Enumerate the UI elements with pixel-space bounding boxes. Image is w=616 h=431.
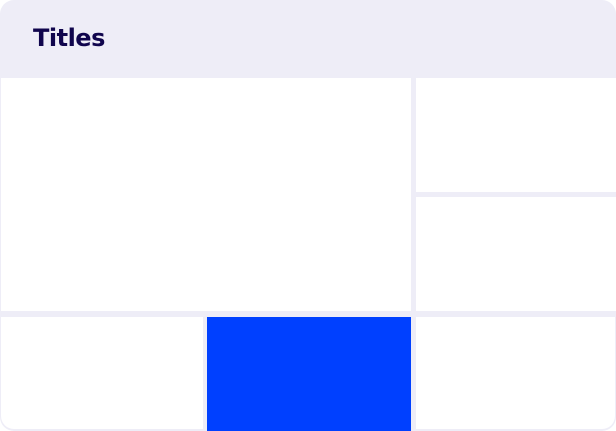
bottom-middle-cell-highlighted: [207, 317, 411, 431]
bottom-left-cell: [1, 317, 203, 429]
header: Titles: [0, 0, 616, 77]
right-middle-cell: [416, 197, 616, 311]
main-cell: [1, 78, 411, 311]
page-title: Titles: [33, 24, 105, 52]
right-top-cell: [416, 78, 616, 192]
bottom-right-cell: [416, 317, 615, 429]
